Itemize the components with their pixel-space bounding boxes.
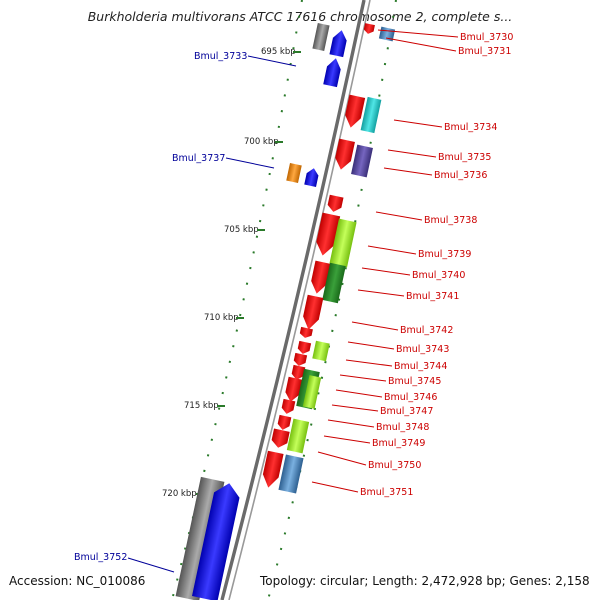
label-leader-line <box>393 119 443 128</box>
tick-track-inner <box>171 0 303 600</box>
label-leader-line <box>375 211 423 221</box>
gene-block[interactable] <box>329 29 348 58</box>
gene-block[interactable] <box>360 96 382 134</box>
scale-label: 700 kbp <box>244 137 279 147</box>
gene-label[interactable]: Bmul_3745 <box>388 376 441 387</box>
gene-label[interactable]: Bmul_3742 <box>400 325 453 336</box>
scale-label: 705 kbp <box>224 225 259 235</box>
label-layer: Bmul_3730 Bmul_3731 Bmul_3734 Bmul_3735 Bmul… <box>74 29 513 573</box>
scale-label: 710 kbp <box>204 313 239 323</box>
gene-block[interactable] <box>309 260 332 296</box>
label-leader-line <box>225 157 275 169</box>
tick-track-outer <box>267 0 397 600</box>
gene-block[interactable] <box>301 294 324 332</box>
label-leader-line <box>339 374 387 382</box>
gene-label[interactable]: Bmul_3748 <box>376 422 429 433</box>
label-leader-line <box>385 37 457 52</box>
gene-block[interactable] <box>286 162 302 184</box>
label-leader-line <box>383 167 433 176</box>
label-leader-line <box>127 557 175 573</box>
label-leader-line <box>327 419 375 428</box>
label-leader-line <box>331 404 379 412</box>
gene-label[interactable]: Bmul_3751 <box>360 487 413 498</box>
label-leader-line <box>351 321 399 331</box>
gene-label[interactable]: Bmul_3734 <box>444 122 497 133</box>
gene-label[interactable]: Bmul_3735 <box>438 152 491 163</box>
gene-block[interactable] <box>293 352 308 367</box>
scale-label: 715 kbp <box>184 401 219 411</box>
gene-label[interactable]: Bmul_3733 <box>194 51 247 62</box>
gene-block[interactable] <box>329 218 357 268</box>
scale-label: 695 kbp <box>261 47 296 57</box>
gene-layer <box>175 23 396 600</box>
label-leader-line <box>387 149 437 158</box>
gene-block[interactable] <box>281 398 296 415</box>
gene-label[interactable]: Bmul_3750 <box>368 460 421 471</box>
label-leader-line <box>357 289 405 297</box>
gene-label[interactable]: Bmul_3737 <box>172 153 225 164</box>
label-leader-line <box>311 481 359 493</box>
label-leader-line <box>347 341 395 350</box>
label-leader-line <box>361 267 411 276</box>
label-leader-line <box>345 359 393 367</box>
gene-block[interactable] <box>297 340 312 355</box>
label-leader-line <box>335 389 383 398</box>
gene-label[interactable]: Bmul_3730 <box>460 32 513 43</box>
topology-text: Topology: circular; Length: 2,472,928 bp… <box>260 574 590 588</box>
gene-label[interactable]: Bmul_3739 <box>418 249 471 260</box>
gene-label[interactable]: Bmul_3731 <box>458 46 511 57</box>
label-leader-line <box>377 29 459 38</box>
label-leader-line <box>367 245 417 255</box>
gene-block[interactable] <box>333 138 355 172</box>
gene-label[interactable]: Bmul_3744 <box>394 361 447 372</box>
gene-block[interactable] <box>322 262 346 304</box>
gene-block[interactable] <box>302 375 322 409</box>
gene-label[interactable]: Bmul_3749 <box>372 438 425 449</box>
gene-block[interactable] <box>286 418 310 454</box>
gene-block[interactable] <box>326 194 344 214</box>
gene-label[interactable]: Bmul_3746 <box>384 392 437 403</box>
gene-block[interactable] <box>284 376 303 403</box>
gene-block[interactable] <box>192 481 242 600</box>
gene-label[interactable]: Bmul_3740 <box>412 270 465 281</box>
gene-block[interactable] <box>278 454 304 494</box>
gene-label[interactable]: Bmul_3741 <box>406 291 459 302</box>
gene-block[interactable] <box>351 144 373 178</box>
gene-block[interactable] <box>299 326 313 339</box>
label-leader-line <box>323 435 371 444</box>
gene-block[interactable] <box>363 23 375 35</box>
gene-label[interactable]: Bmul_3738 <box>424 215 477 226</box>
gene-block[interactable] <box>314 212 341 258</box>
gene-block[interactable] <box>312 340 330 362</box>
gene-block[interactable] <box>323 57 343 88</box>
gene-label[interactable]: Bmul_3736 <box>434 170 487 181</box>
gene-label[interactable]: Bmul_3743 <box>396 344 449 355</box>
accession-text: Accession: NC_010086 <box>9 574 148 588</box>
gene-label[interactable]: Bmul_3747 <box>380 406 433 417</box>
gene-block[interactable] <box>277 414 292 431</box>
backbone-outer <box>220 0 366 600</box>
gene-block[interactable] <box>312 23 330 51</box>
gene-block[interactable] <box>260 450 284 490</box>
gene-block[interactable] <box>343 94 366 130</box>
label-leader-line <box>247 55 297 67</box>
scale-label: 720 kbp <box>162 489 197 499</box>
gene-block[interactable] <box>304 167 319 188</box>
gene-label[interactable]: Bmul_3752 <box>74 552 127 563</box>
backbone-inner <box>228 0 371 600</box>
gene-block[interactable] <box>270 428 290 450</box>
label-leader-line <box>317 451 367 466</box>
gene-block[interactable] <box>291 364 306 381</box>
